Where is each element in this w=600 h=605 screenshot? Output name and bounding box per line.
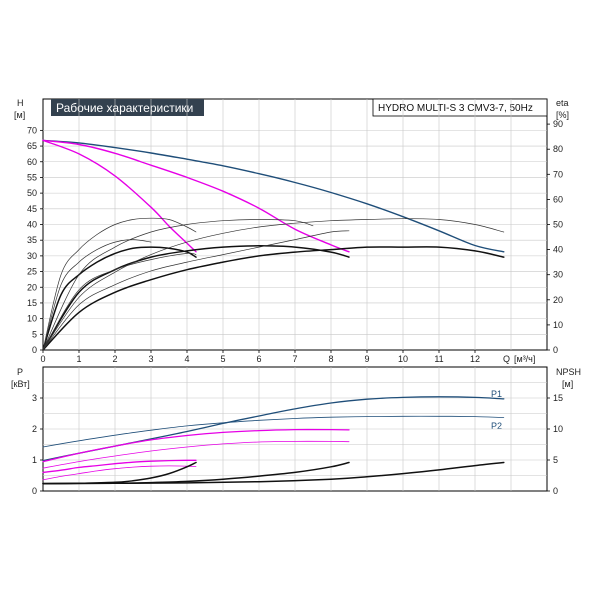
npsh-axis-unit: [м] bbox=[562, 379, 573, 389]
upper-series-eta-thin-3-pumps-b bbox=[42, 230, 350, 351]
h-tick-label: 70 bbox=[27, 125, 37, 135]
x-tick-label: 7 bbox=[292, 354, 297, 364]
x-tick-label: 9 bbox=[364, 354, 369, 364]
h-tick-label: 10 bbox=[27, 314, 37, 324]
h-axis-label: H bbox=[17, 98, 24, 108]
series-layer bbox=[42, 139, 505, 485]
eta-tick-label: 0 bbox=[553, 345, 558, 355]
lower-series-p2-1-pump bbox=[42, 465, 197, 481]
eta-tick-label: 50 bbox=[553, 220, 563, 230]
lower-series-p1-1-pump bbox=[42, 459, 197, 474]
x-tick-label: 12 bbox=[470, 354, 480, 364]
x-tick-label: 0 bbox=[40, 354, 45, 364]
h-tick-label: 30 bbox=[27, 251, 37, 261]
chart-title: Рабочие характеристики bbox=[56, 101, 193, 115]
h-tick-label: 50 bbox=[27, 188, 37, 198]
lower-series-p1-2-pumps bbox=[42, 428, 350, 463]
npsh-tick-label: 10 bbox=[553, 424, 563, 434]
h-tick-label: 40 bbox=[27, 220, 37, 230]
x-tick-label: 3 bbox=[148, 354, 153, 364]
h-tick-label: 15 bbox=[27, 298, 37, 308]
chart-title-box bbox=[51, 99, 204, 116]
eta-tick-label: 80 bbox=[553, 144, 563, 154]
eta-tick-label: 60 bbox=[553, 194, 563, 204]
x-tick-label: 2 bbox=[112, 354, 117, 364]
p-axis-label: P bbox=[17, 367, 23, 377]
x-tick-label: 10 bbox=[398, 354, 408, 364]
eta-tick-label: 70 bbox=[553, 169, 563, 179]
upper-series-eta-thin-2-pumps-a bbox=[42, 219, 314, 351]
lower-series-p2-2-pumps bbox=[42, 440, 350, 469]
eta-tick-label: 90 bbox=[553, 119, 563, 129]
h-tick-label: 25 bbox=[27, 267, 37, 277]
upper-series-eta-thin-1-pump-b bbox=[42, 239, 152, 351]
npsh-tick-label: 15 bbox=[553, 393, 563, 403]
model-label: HYDRO MULTI-S 3 CMV3-7, 50Hz bbox=[378, 103, 533, 114]
npsh-tick-label: 5 bbox=[553, 455, 558, 465]
upper-series-h-1-pump bbox=[42, 139, 197, 253]
x-tick-label: 5 bbox=[220, 354, 225, 364]
eta-axis-unit: [%] bbox=[556, 110, 569, 120]
upper-series-eta-thin-1-pump-a bbox=[42, 217, 197, 351]
npsh-axis-label: NPSH bbox=[556, 367, 581, 377]
eta-tick-label: 20 bbox=[553, 295, 563, 305]
upper-series-h-2-pumps bbox=[42, 139, 350, 253]
h-tick-label: 20 bbox=[27, 282, 37, 292]
upper-series-eta-thin-2-pumps-b bbox=[42, 252, 197, 351]
h-tick-label: 5 bbox=[32, 329, 37, 339]
h-tick-label: 65 bbox=[27, 141, 37, 151]
p-tick-label: 0 bbox=[32, 486, 37, 496]
x-tick-label: 1 bbox=[76, 354, 81, 364]
npsh-tick-label: 0 bbox=[553, 486, 558, 496]
h-tick-label: 0 bbox=[32, 345, 37, 355]
model-label-box bbox=[372, 98, 548, 117]
tick-label-layer: 0 1 2 3 4 5 6 7 8 9 10 11 12051015202530354045505560… bbox=[27, 119, 563, 496]
lower-series-npsh-2-pumps bbox=[42, 461, 350, 485]
upper-series-eta-2-pumps bbox=[42, 245, 350, 351]
lower-series-p2-3-pumps bbox=[42, 415, 505, 448]
x-tick-label: 4 bbox=[184, 354, 189, 364]
grid-layer bbox=[43, 99, 547, 491]
p2-annotation: P2 bbox=[491, 421, 502, 431]
p1-annotation: P1 bbox=[491, 389, 502, 399]
h-tick-label: 55 bbox=[27, 172, 37, 182]
q-axis-label: Q bbox=[503, 354, 510, 364]
upper-series-eta-1-pump bbox=[42, 246, 197, 351]
x-tick-label: 11 bbox=[434, 354, 443, 364]
p-axis-unit: [кВт] bbox=[11, 379, 30, 389]
eta-axis-label: eta bbox=[556, 98, 569, 108]
upper-series-eta-3-pumps bbox=[42, 246, 505, 351]
q-axis-unit: [м³/ч] bbox=[514, 354, 535, 364]
p-tick-label: 3 bbox=[32, 393, 37, 403]
h-tick-label: 35 bbox=[27, 235, 37, 245]
p-tick-label: 2 bbox=[32, 424, 37, 434]
eta-tick-label: 40 bbox=[553, 245, 563, 255]
p-tick-label: 1 bbox=[32, 455, 37, 465]
h-axis-unit: [м] bbox=[14, 110, 25, 120]
eta-tick-label: 10 bbox=[553, 320, 563, 330]
h-tick-label: 45 bbox=[27, 204, 37, 214]
upper-series-h-3-pumps bbox=[42, 139, 505, 253]
x-tick-label: 8 bbox=[328, 354, 333, 364]
lower-series-npsh-1-pump bbox=[42, 461, 197, 485]
upper-series-eta-thin-3-pumps-a bbox=[42, 218, 505, 351]
eta-tick-label: 30 bbox=[553, 270, 563, 280]
h-tick-label: 60 bbox=[27, 157, 37, 167]
x-tick-label: 6 bbox=[256, 354, 261, 364]
